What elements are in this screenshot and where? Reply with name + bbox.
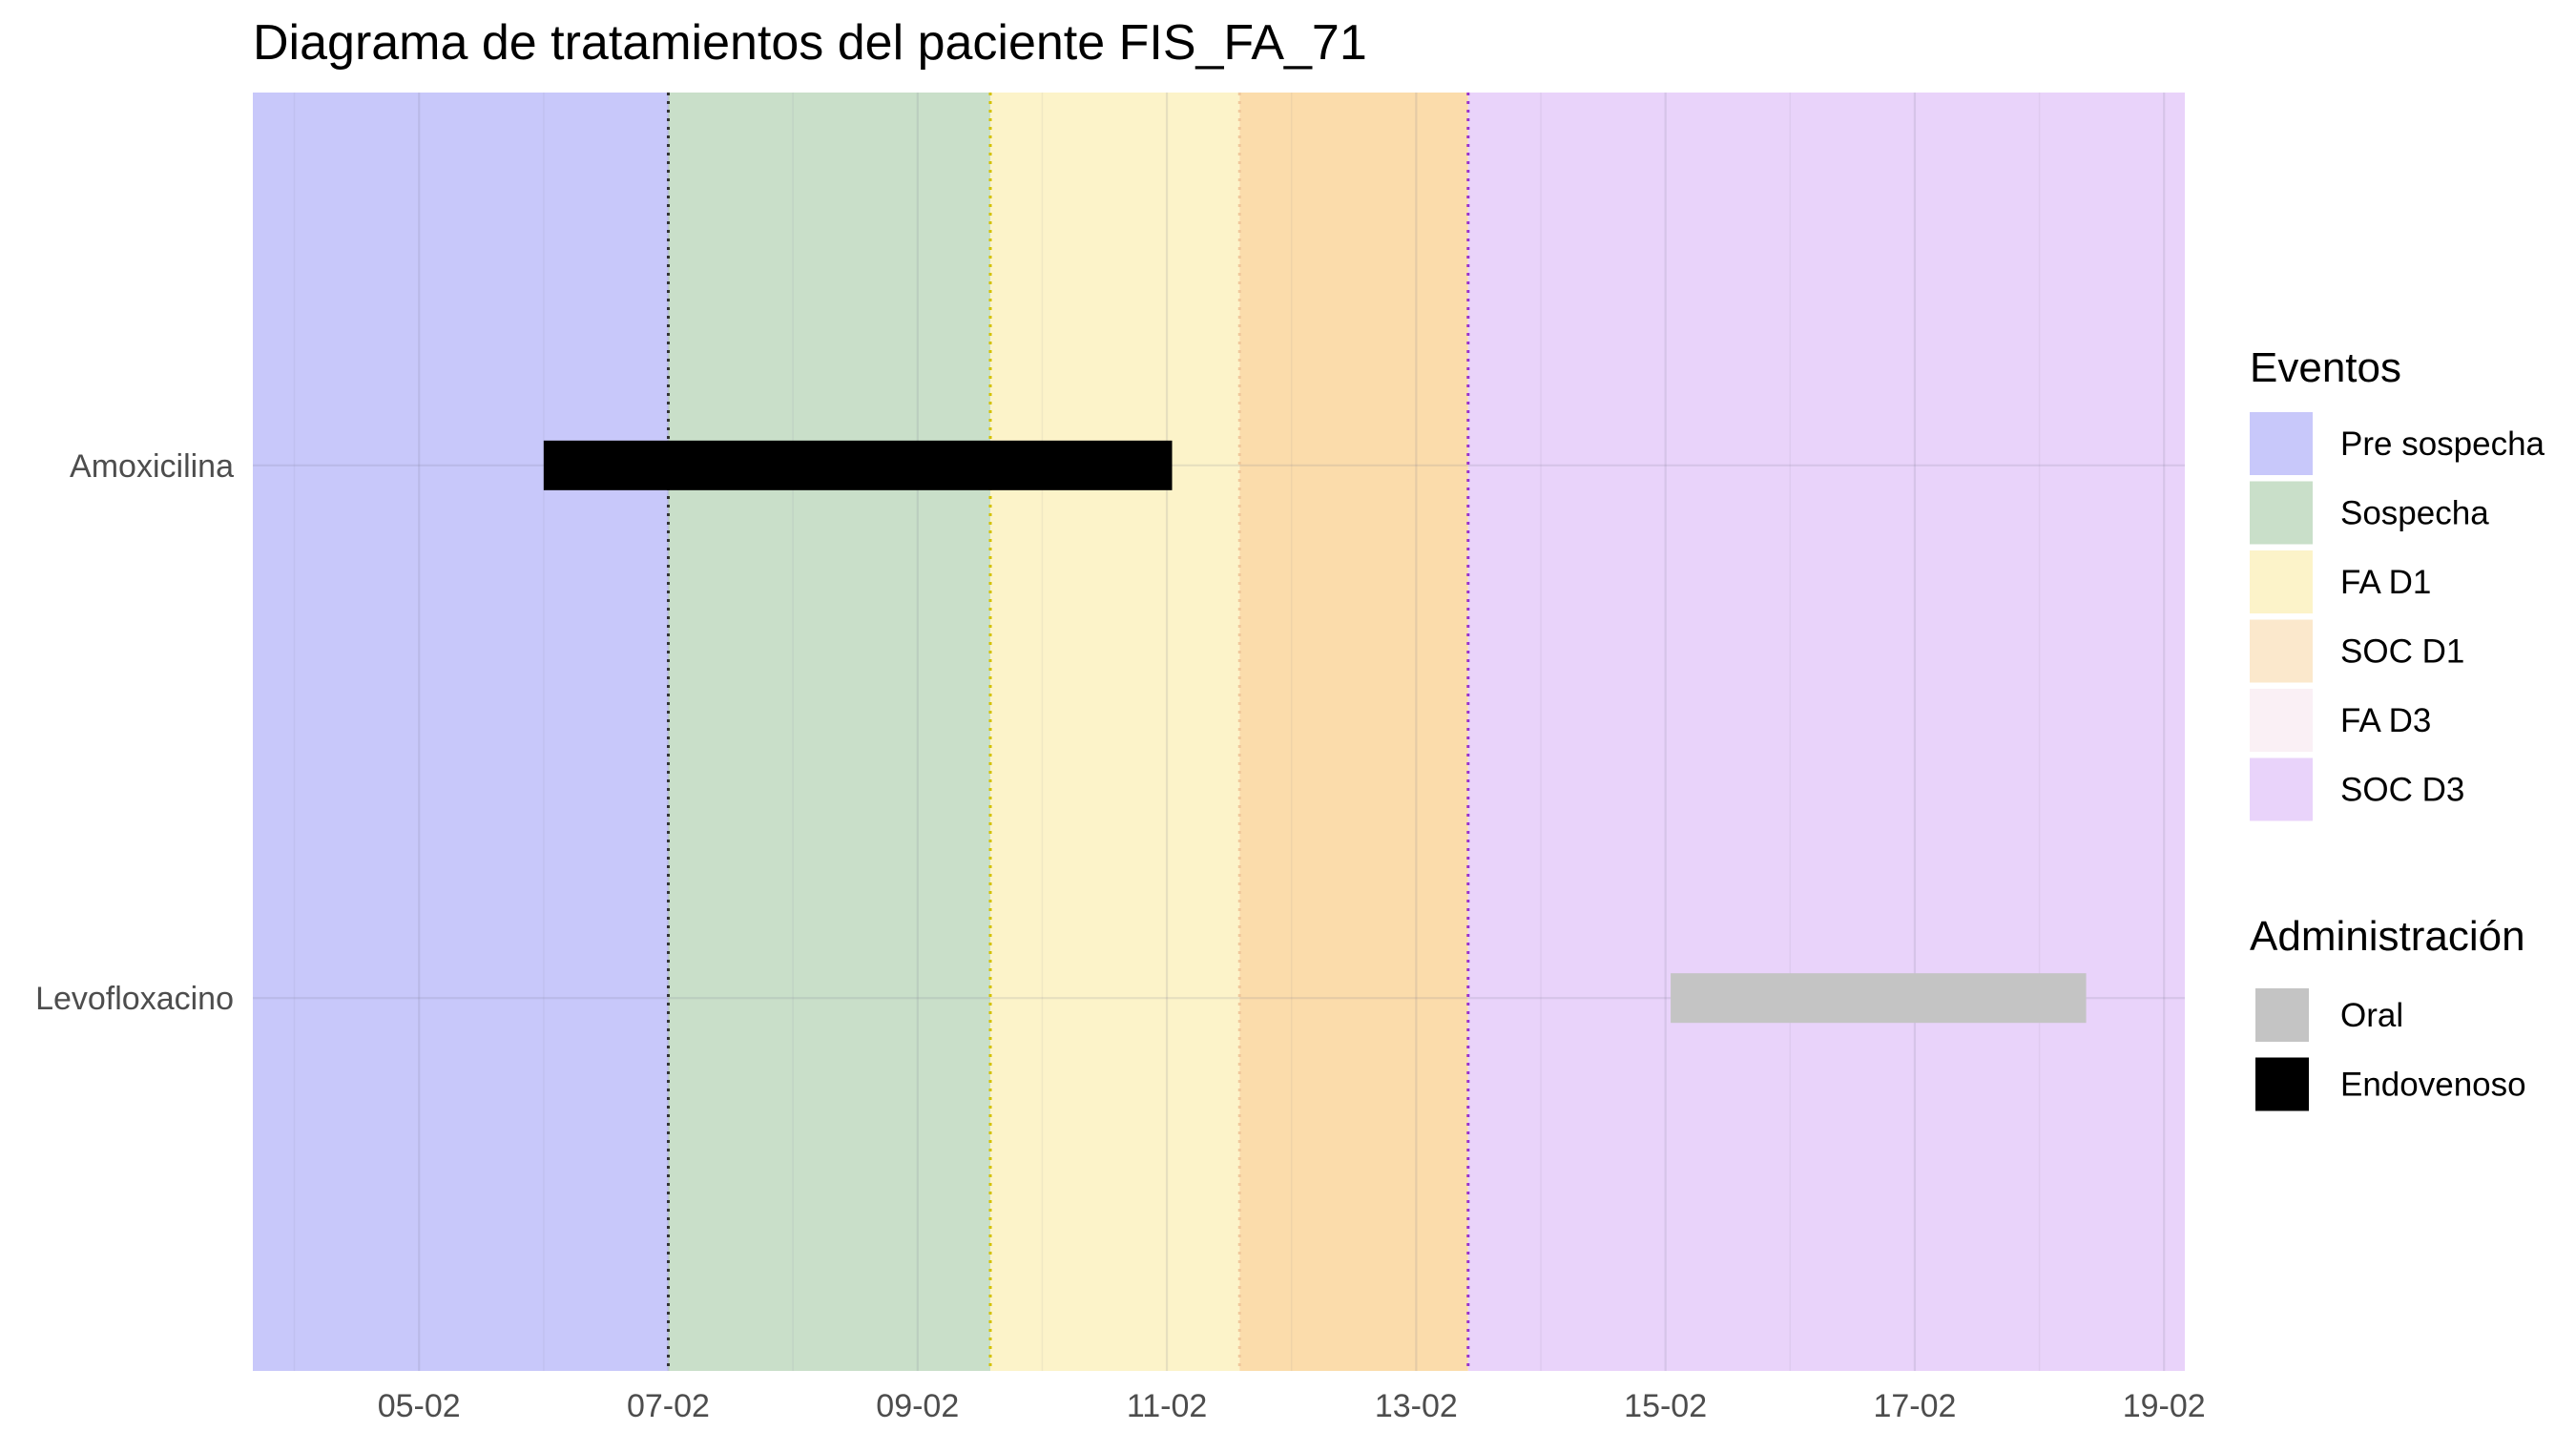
legend-eventos-swatch	[2250, 481, 2313, 545]
legend-eventos-label: Pre sospecha	[2340, 425, 2545, 463]
chart-title: Diagrama de tratamientos del paciente FI…	[253, 15, 1367, 71]
x-tick-label: 11-02	[1127, 1388, 1207, 1424]
x-axis: 05-02 07-02 09-02 11-02 13-02 15-02 17-02 19-02	[378, 1388, 2206, 1424]
treatment-bar-1	[1671, 973, 2087, 1024]
event-boundaries	[666, 93, 1470, 1371]
x-tick-label: 15-02	[1624, 1388, 1707, 1424]
event-band-1	[668, 93, 990, 1371]
legend-eventos-label: FA D1	[2340, 564, 2431, 601]
legend-eventos-swatch	[2250, 689, 2313, 752]
treatment-bars	[543, 440, 2087, 1024]
legend-eventos-swatch	[2250, 550, 2313, 613]
event-band-0	[253, 93, 669, 1371]
x-tick-label: 13-02	[1375, 1388, 1458, 1424]
x-tick-label: 07-02	[627, 1388, 710, 1424]
legend-administracion-label: Oral	[2340, 997, 2403, 1034]
event-band-2	[989, 93, 1240, 1371]
x-tick-label: 17-02	[1873, 1388, 1956, 1424]
x-tick-label: 05-02	[378, 1388, 461, 1424]
legend-eventos-swatch	[2250, 757, 2313, 821]
grid-lines	[253, 93, 2185, 1371]
legend-administracion-label: Endovenoso	[2340, 1067, 2526, 1104]
x-tick-label: 09-02	[876, 1388, 959, 1424]
treatment-bar-0	[543, 440, 1173, 490]
y-tick-label: Amoxicilina	[70, 448, 234, 485]
legend-administracion-title: Administración	[2250, 913, 2525, 960]
legend-eventos-label: SOC D3	[2340, 772, 2464, 809]
legend-eventos-label: Sospecha	[2340, 495, 2489, 532]
legend-eventos: Pre sospecha Sospecha FA D1 SOC D1 FA D3 SOC …	[2250, 412, 2545, 821]
event-bands	[253, 93, 2185, 1371]
legend-eventos-label: SOC D1	[2340, 633, 2464, 671]
legend-administracion-swatch	[2255, 1057, 2309, 1111]
legend-eventos-title: Eventos	[2250, 344, 2401, 391]
legend-administracion: Oral Endovenoso	[2255, 988, 2526, 1111]
y-axis: Amoxicilina Levofloxacino	[35, 448, 234, 1017]
x-tick-label: 19-02	[2123, 1388, 2206, 1424]
legend-administracion-swatch	[2255, 988, 2309, 1042]
event-band-3	[1239, 93, 1468, 1371]
legend-eventos-swatch	[2250, 619, 2313, 683]
legend-eventos-label: FA D3	[2340, 702, 2431, 739]
legend-eventos-swatch	[2250, 412, 2313, 475]
event-band-5	[1467, 93, 2185, 1371]
y-tick-label: Levofloxacino	[35, 981, 234, 1017]
